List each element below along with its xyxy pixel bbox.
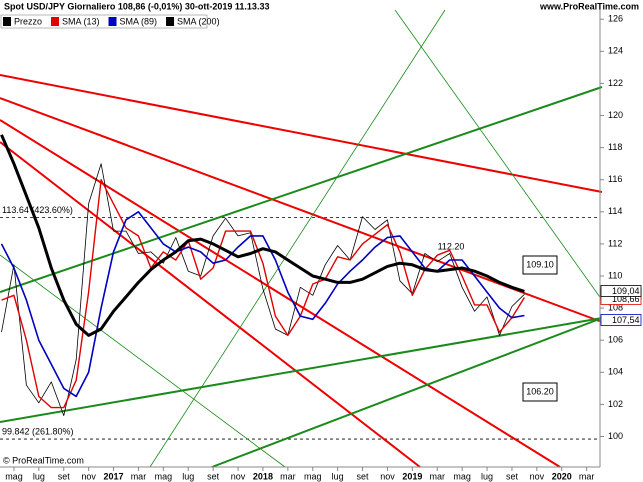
last-value-label: 107,54: [612, 315, 640, 325]
x-tick-label: nov: [380, 471, 395, 481]
annotation-box: [522, 255, 558, 275]
x-tick-label: lug: [481, 471, 493, 481]
legend-swatch: [166, 17, 175, 26]
level-label: 99.842 (261.80%): [2, 426, 74, 436]
y-tick-label: 124: [608, 46, 623, 56]
legend-swatch: [108, 17, 117, 26]
legend-label: SMA (200): [177, 16, 220, 26]
x-tick-label: mag: [155, 471, 173, 481]
y-tick-label: 120: [608, 110, 623, 120]
x-tick-label: lug: [33, 471, 45, 481]
level-label: 113.64 (423.60%): [2, 205, 73, 215]
x-tick-label: set: [58, 471, 71, 481]
source: www.ProRealTime.com: [539, 1, 639, 11]
annotation: 106.20: [526, 386, 554, 396]
x-tick-label: mag: [5, 471, 23, 481]
x-tick-label: set: [506, 471, 519, 481]
series-line: [0, 134, 525, 337]
series-line: [1, 179, 525, 409]
y-tick-label: 106: [608, 335, 623, 345]
trend-line: [0, 254, 286, 468]
x-tick-label: mag: [453, 471, 471, 481]
last-value-label: 109,04: [612, 286, 640, 296]
series-layer: [0, 134, 525, 416]
y-tick-label: 100: [608, 431, 623, 441]
chart-title: Spot USD/JPY Giornaliero 108,86 (-0,01%)…: [4, 1, 269, 11]
last-value-label: 108,66: [612, 294, 640, 304]
y-tick-label: 102: [608, 399, 623, 409]
last-value-box: [600, 314, 642, 326]
x-tick-label: set: [357, 471, 370, 481]
legend: Prezzo SMA (13) SMA (89) SMA (200): [0, 14, 220, 29]
legend-swatch: [51, 17, 60, 26]
legend-label: SMA (89): [120, 16, 158, 26]
x-tick-label: mar: [579, 471, 595, 481]
x-tick-label: 2020: [552, 471, 572, 481]
y-tick-label: 118: [608, 142, 622, 152]
x-tick-label: nov: [81, 471, 96, 481]
legend-swatch: [3, 17, 11, 26]
x-tick-label: set: [207, 471, 220, 481]
y-tick-label: 126: [608, 14, 623, 24]
trend-line: [0, 317, 603, 423]
x-tick-label: 2017: [104, 471, 124, 481]
trend-line: [394, 9, 603, 301]
y-tick-label: 108: [608, 302, 623, 312]
y-tick-label: 122: [608, 78, 623, 88]
annotation: 112.20: [438, 241, 465, 251]
series-line: [1, 163, 525, 416]
trend-line: [149, 9, 446, 468]
footer: © ProRealTime.com: [3, 455, 84, 465]
annotation-box: [522, 382, 558, 402]
y-tick-label: 112: [608, 238, 622, 248]
y-tick-label: 104: [608, 367, 623, 377]
trend-line: [0, 86, 603, 293]
x-tick-label: 2019: [402, 471, 422, 481]
y-tick-label: 116: [608, 174, 622, 184]
trend-line: [0, 141, 421, 468]
x-tick-label: lug: [332, 471, 344, 481]
x-tick-label: 2018: [253, 471, 273, 481]
x-tick-label: nov: [231, 471, 246, 481]
last-value-box: [600, 285, 642, 297]
y-tick-label: 114: [608, 206, 622, 216]
x-tick-label: nov: [530, 471, 545, 481]
y-tick-label: 110: [608, 270, 622, 280]
x-tick-label: mag: [304, 471, 322, 481]
trend-line: [211, 317, 603, 468]
x-tick-label: lug: [182, 471, 194, 481]
trend-line: [0, 119, 561, 468]
legend-label: SMA (13): [62, 16, 100, 26]
trend-line: [0, 74, 603, 193]
plot-area: 100 102 104 106 108 110 112 114 116 118 120 122 124 1…: [0, 14, 623, 481]
x-tick-label: mar: [131, 471, 147, 481]
legend-label: Prezzo: [14, 16, 42, 26]
x-tick-label: mar: [430, 471, 446, 481]
x-tick-label: mar: [280, 471, 296, 481]
annotation: 109.10: [526, 259, 554, 269]
trend-lines: [0, 9, 603, 468]
